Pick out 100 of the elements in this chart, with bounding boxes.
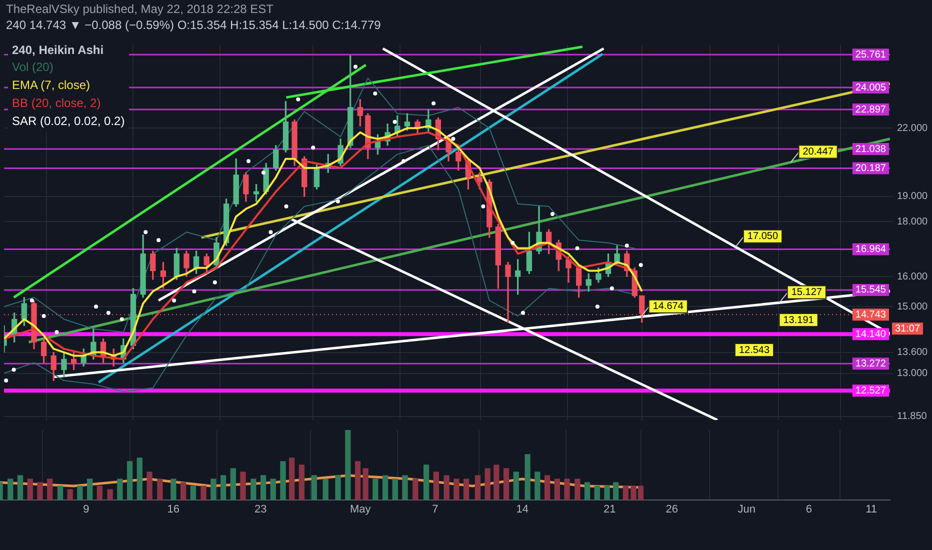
bar bbox=[87, 478, 93, 500]
point bbox=[296, 97, 300, 102]
bar bbox=[280, 461, 286, 500]
point bbox=[311, 146, 316, 150]
x-tick-label: 16 bbox=[167, 504, 180, 516]
annotation: 13.191 bbox=[783, 314, 814, 326]
point bbox=[120, 317, 124, 322]
bar bbox=[354, 461, 361, 500]
point bbox=[354, 64, 358, 69]
ref-line-label: 21.038 bbox=[855, 144, 886, 155]
y-tick-label: 19.000 bbox=[897, 191, 928, 202]
bar bbox=[298, 464, 305, 500]
point bbox=[144, 230, 148, 234]
text: SAR (0.02, 0.02, 0.2) bbox=[12, 113, 125, 129]
annotation: 14.674 bbox=[652, 301, 684, 312]
bar bbox=[37, 482, 43, 500]
point bbox=[336, 199, 340, 204]
bar bbox=[107, 489, 113, 500]
x-tick-label: 21 bbox=[603, 504, 616, 516]
point bbox=[268, 230, 273, 234]
point bbox=[261, 170, 266, 175]
bar bbox=[372, 478, 378, 500]
bar bbox=[170, 478, 176, 500]
point bbox=[402, 159, 406, 164]
x-tick-label: 14 bbox=[516, 504, 528, 516]
point bbox=[610, 286, 614, 290]
annotation: 12.543 bbox=[738, 344, 770, 356]
bar bbox=[157, 478, 163, 500]
chart-subtitle: 240 14.743 ▼ −0.088 (−0.59%) O:15.354 H:15.354 L:14.500 C:14.779 bbox=[6, 17, 381, 33]
bar bbox=[230, 468, 236, 500]
point bbox=[172, 298, 176, 302]
legend-title: 240, Heikin Ashi bbox=[12, 42, 105, 58]
bar bbox=[594, 486, 600, 500]
bar bbox=[564, 478, 570, 500]
annotation: 17.050 bbox=[747, 231, 778, 242]
point bbox=[595, 304, 600, 309]
point bbox=[246, 159, 251, 164]
x-tick-label: 6 bbox=[806, 504, 812, 516]
bar bbox=[423, 464, 430, 500]
bar bbox=[126, 461, 133, 500]
text: 31:07 bbox=[895, 323, 920, 334]
point bbox=[4, 378, 8, 383]
point bbox=[520, 310, 525, 315]
annotation: 20.447 bbox=[802, 146, 834, 158]
bar bbox=[613, 482, 619, 500]
point bbox=[54, 330, 59, 334]
x-tick-label: 11 bbox=[866, 504, 878, 516]
bar bbox=[260, 475, 266, 500]
bar bbox=[524, 454, 530, 500]
point bbox=[12, 368, 16, 372]
bar bbox=[503, 468, 510, 500]
y-tick-label: 11.850 bbox=[897, 411, 928, 422]
bar bbox=[250, 478, 256, 500]
text: EMA (7, close) bbox=[12, 77, 90, 93]
bar bbox=[240, 472, 246, 500]
bar bbox=[210, 478, 216, 500]
y-tick-label: 13.000 bbox=[897, 368, 928, 380]
point bbox=[156, 238, 161, 242]
bar bbox=[544, 475, 550, 500]
bar bbox=[382, 475, 388, 500]
bar bbox=[311, 475, 317, 500]
y-tick-label: 16.000 bbox=[897, 271, 928, 282]
bar bbox=[322, 478, 328, 500]
bar bbox=[220, 475, 226, 500]
bar bbox=[335, 475, 341, 500]
point bbox=[106, 310, 110, 315]
bar bbox=[362, 468, 368, 500]
bar bbox=[96, 486, 103, 500]
ref-line-label: 20.187 bbox=[855, 163, 886, 174]
point bbox=[30, 298, 34, 302]
point bbox=[638, 263, 643, 268]
bar bbox=[513, 472, 519, 500]
bar bbox=[474, 475, 481, 500]
point bbox=[624, 244, 629, 248]
bar bbox=[534, 472, 540, 500]
bar bbox=[484, 468, 490, 500]
x-tick-label: Jun bbox=[738, 504, 756, 516]
point bbox=[212, 280, 217, 284]
point bbox=[451, 136, 456, 141]
x-tick-label: May bbox=[350, 504, 372, 516]
bar bbox=[136, 458, 143, 500]
ref-line-label: 25.761 bbox=[855, 49, 886, 60]
y-tick-label: 13.600 bbox=[897, 347, 928, 358]
x-tick-label: 7 bbox=[432, 504, 438, 516]
bar bbox=[67, 489, 73, 500]
ref-line-label: 22.897 bbox=[855, 104, 886, 116]
bar bbox=[117, 478, 123, 500]
bar bbox=[47, 478, 53, 500]
ref-line-label: 12.527 bbox=[855, 385, 886, 396]
point bbox=[481, 204, 486, 208]
bar bbox=[200, 486, 206, 500]
bar bbox=[392, 478, 398, 500]
bar bbox=[622, 486, 629, 500]
bar bbox=[584, 482, 590, 500]
bar bbox=[57, 486, 64, 500]
chart-title: TheRealVSky published, May 22, 2018 22:28 EST bbox=[6, 1, 274, 17]
bar bbox=[574, 478, 580, 500]
bar bbox=[146, 472, 152, 500]
bar bbox=[463, 478, 470, 500]
point bbox=[192, 289, 196, 294]
